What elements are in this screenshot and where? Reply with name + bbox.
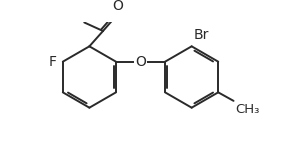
Text: Br: Br (193, 28, 209, 42)
Text: F: F (49, 55, 57, 69)
Text: O: O (112, 0, 123, 13)
Text: O: O (135, 55, 146, 69)
Text: CH₃: CH₃ (235, 103, 260, 116)
